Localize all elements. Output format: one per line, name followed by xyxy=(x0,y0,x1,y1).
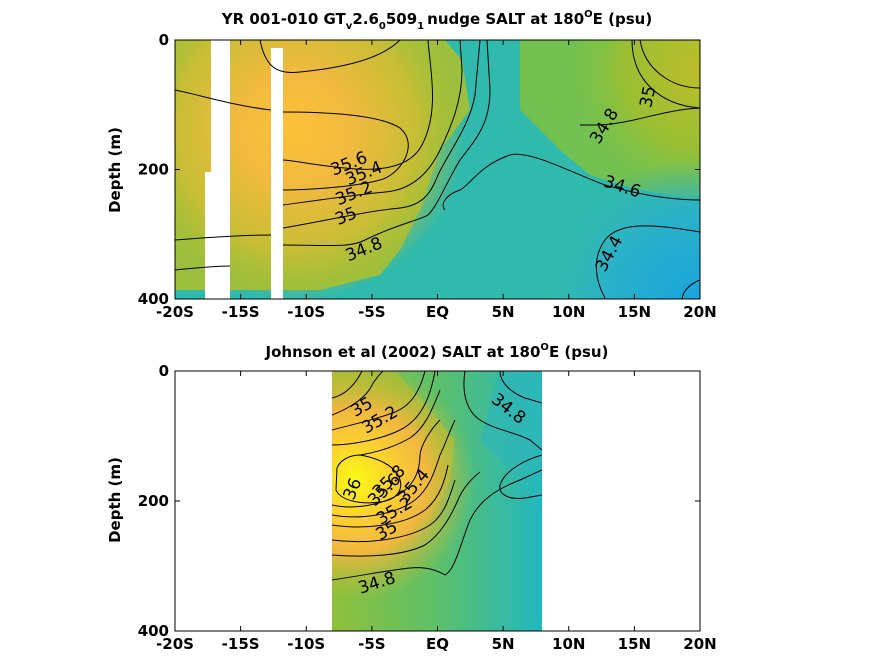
panel1-title: YR 001-010 GTv2.605091 nudge SALT at 180O… xyxy=(221,9,652,32)
panel2-x-tick-label-8: 20N xyxy=(683,635,716,653)
panel2-y-tick-label-1: 200 xyxy=(138,492,169,510)
panel2-x-tick-label-3: -5S xyxy=(358,635,385,653)
panel1-x-tick-label-7: 15N xyxy=(618,303,651,321)
panel1-x-tick-label-3: -5S xyxy=(358,303,385,321)
panel1-missing-column-1b xyxy=(211,40,230,173)
panel1-x-tick-label-5: 5N xyxy=(492,303,515,321)
panel1-x-tick-label-8: 20N xyxy=(683,303,716,321)
panel1-x-tick-label-1: -15S xyxy=(222,303,260,321)
panel2-y-ticks: 0 200 400 xyxy=(138,362,700,640)
panel2-x-tick-label-7: 15N xyxy=(618,635,651,653)
panel2-x-tick-label-6: 10N xyxy=(552,635,585,653)
panel1-x-tick-label-2: -10S xyxy=(287,303,325,321)
panel1-contour-label-7: 35 xyxy=(636,84,660,109)
panel2-colormap xyxy=(332,371,542,631)
panel1-x-ticks: -20S -15S -10S -5S EQ 5N 10N 15N 20N xyxy=(156,40,717,321)
panel1-y-ticks: 0 200 400 xyxy=(138,31,700,308)
panel2-x-tick-label-0: -20S xyxy=(156,635,194,653)
panel2-y-axis-label: Depth (m) xyxy=(106,457,124,543)
panel2-x-tick-label-2: -10S xyxy=(287,635,325,653)
panel1-y-tick-label-0: 0 xyxy=(159,31,169,49)
panel1-colormap xyxy=(175,40,700,299)
panel2-contours xyxy=(332,371,542,581)
panel2-title: Johnson et al (2002) SALT at 180OE (psu) xyxy=(265,342,609,361)
panel1-x-tick-label-4: EQ xyxy=(426,303,449,321)
panel2-x-tick-label-1: -15S xyxy=(222,635,260,653)
panel1-missing-column-2 xyxy=(271,48,283,300)
panel1-x-tick-label-6: 10N xyxy=(552,303,585,321)
panel1-y-axis-label: Depth (m) xyxy=(106,127,124,213)
panel2-x-tick-label-5: 5N xyxy=(492,635,515,653)
panel2-x-ticks: -20S -15S -10S -5S EQ 5N 10N 15N 20N xyxy=(156,371,717,653)
panel2-x-tick-label-4: EQ xyxy=(426,635,449,653)
panel1-y-tick-label-1: 200 xyxy=(138,161,169,179)
panel1-y-tick-label-2: 400 xyxy=(138,290,169,308)
panel2-y-tick-label-2: 400 xyxy=(138,622,169,640)
panel1-contours xyxy=(175,40,700,299)
panel1-x-tick-label-0: -20S xyxy=(156,303,194,321)
panel2-y-tick-label-0: 0 xyxy=(159,362,169,380)
